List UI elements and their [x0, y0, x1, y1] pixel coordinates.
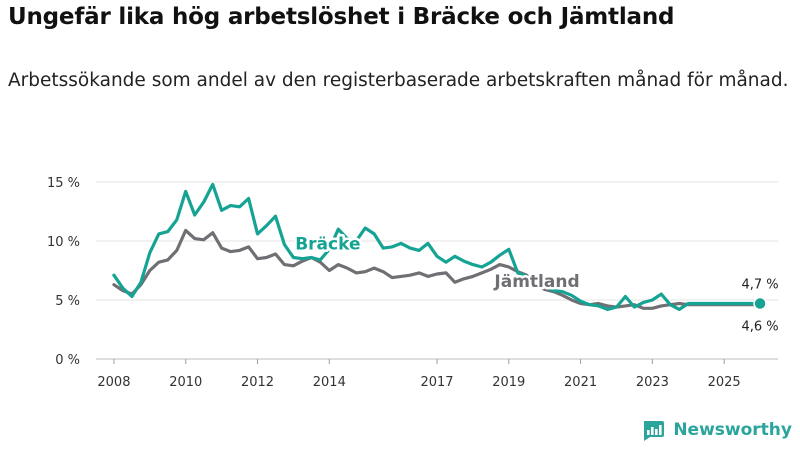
y-tick-label: 0 %	[55, 353, 80, 368]
x-tick-label: 2017	[420, 375, 453, 390]
series-label-jamtland: Jämtland	[493, 272, 579, 292]
end-value-label-jamtland: 4,6 %	[741, 320, 778, 335]
x-tick-label: 2010	[169, 375, 202, 390]
chart-title: Ungefär lika hög arbetslöshet i Bräcke o…	[8, 4, 675, 30]
chart-subtitle: Arbetssökande som andel av den registerb…	[8, 70, 789, 91]
y-tick-label: 15 %	[47, 176, 80, 191]
x-tick-label: 2023	[636, 375, 669, 390]
x-tick-label: 2008	[97, 375, 130, 390]
end-point-marker	[753, 296, 767, 311]
newsworthy-logo-icon	[644, 421, 665, 441]
y-tick-label: 5 %	[55, 294, 80, 309]
x-tick-label: 2012	[241, 375, 274, 390]
series-label-bracke: Bräcke	[295, 234, 360, 254]
x-tick-label: 2021	[564, 375, 597, 390]
y-tick-label: 10 %	[47, 235, 80, 250]
series-line-bracke	[112, 182, 762, 311]
brand-name: Newsworthy	[673, 420, 792, 440]
series-line-jamtland	[112, 228, 762, 310]
x-tick-label: 2019	[492, 375, 525, 390]
x-tick-label: 2025	[708, 375, 741, 390]
brand-logo: Newsworthy	[641, 418, 792, 442]
end-value-label-bracke: 4,7 %	[741, 278, 778, 293]
x-tick-label: 2014	[313, 375, 346, 390]
